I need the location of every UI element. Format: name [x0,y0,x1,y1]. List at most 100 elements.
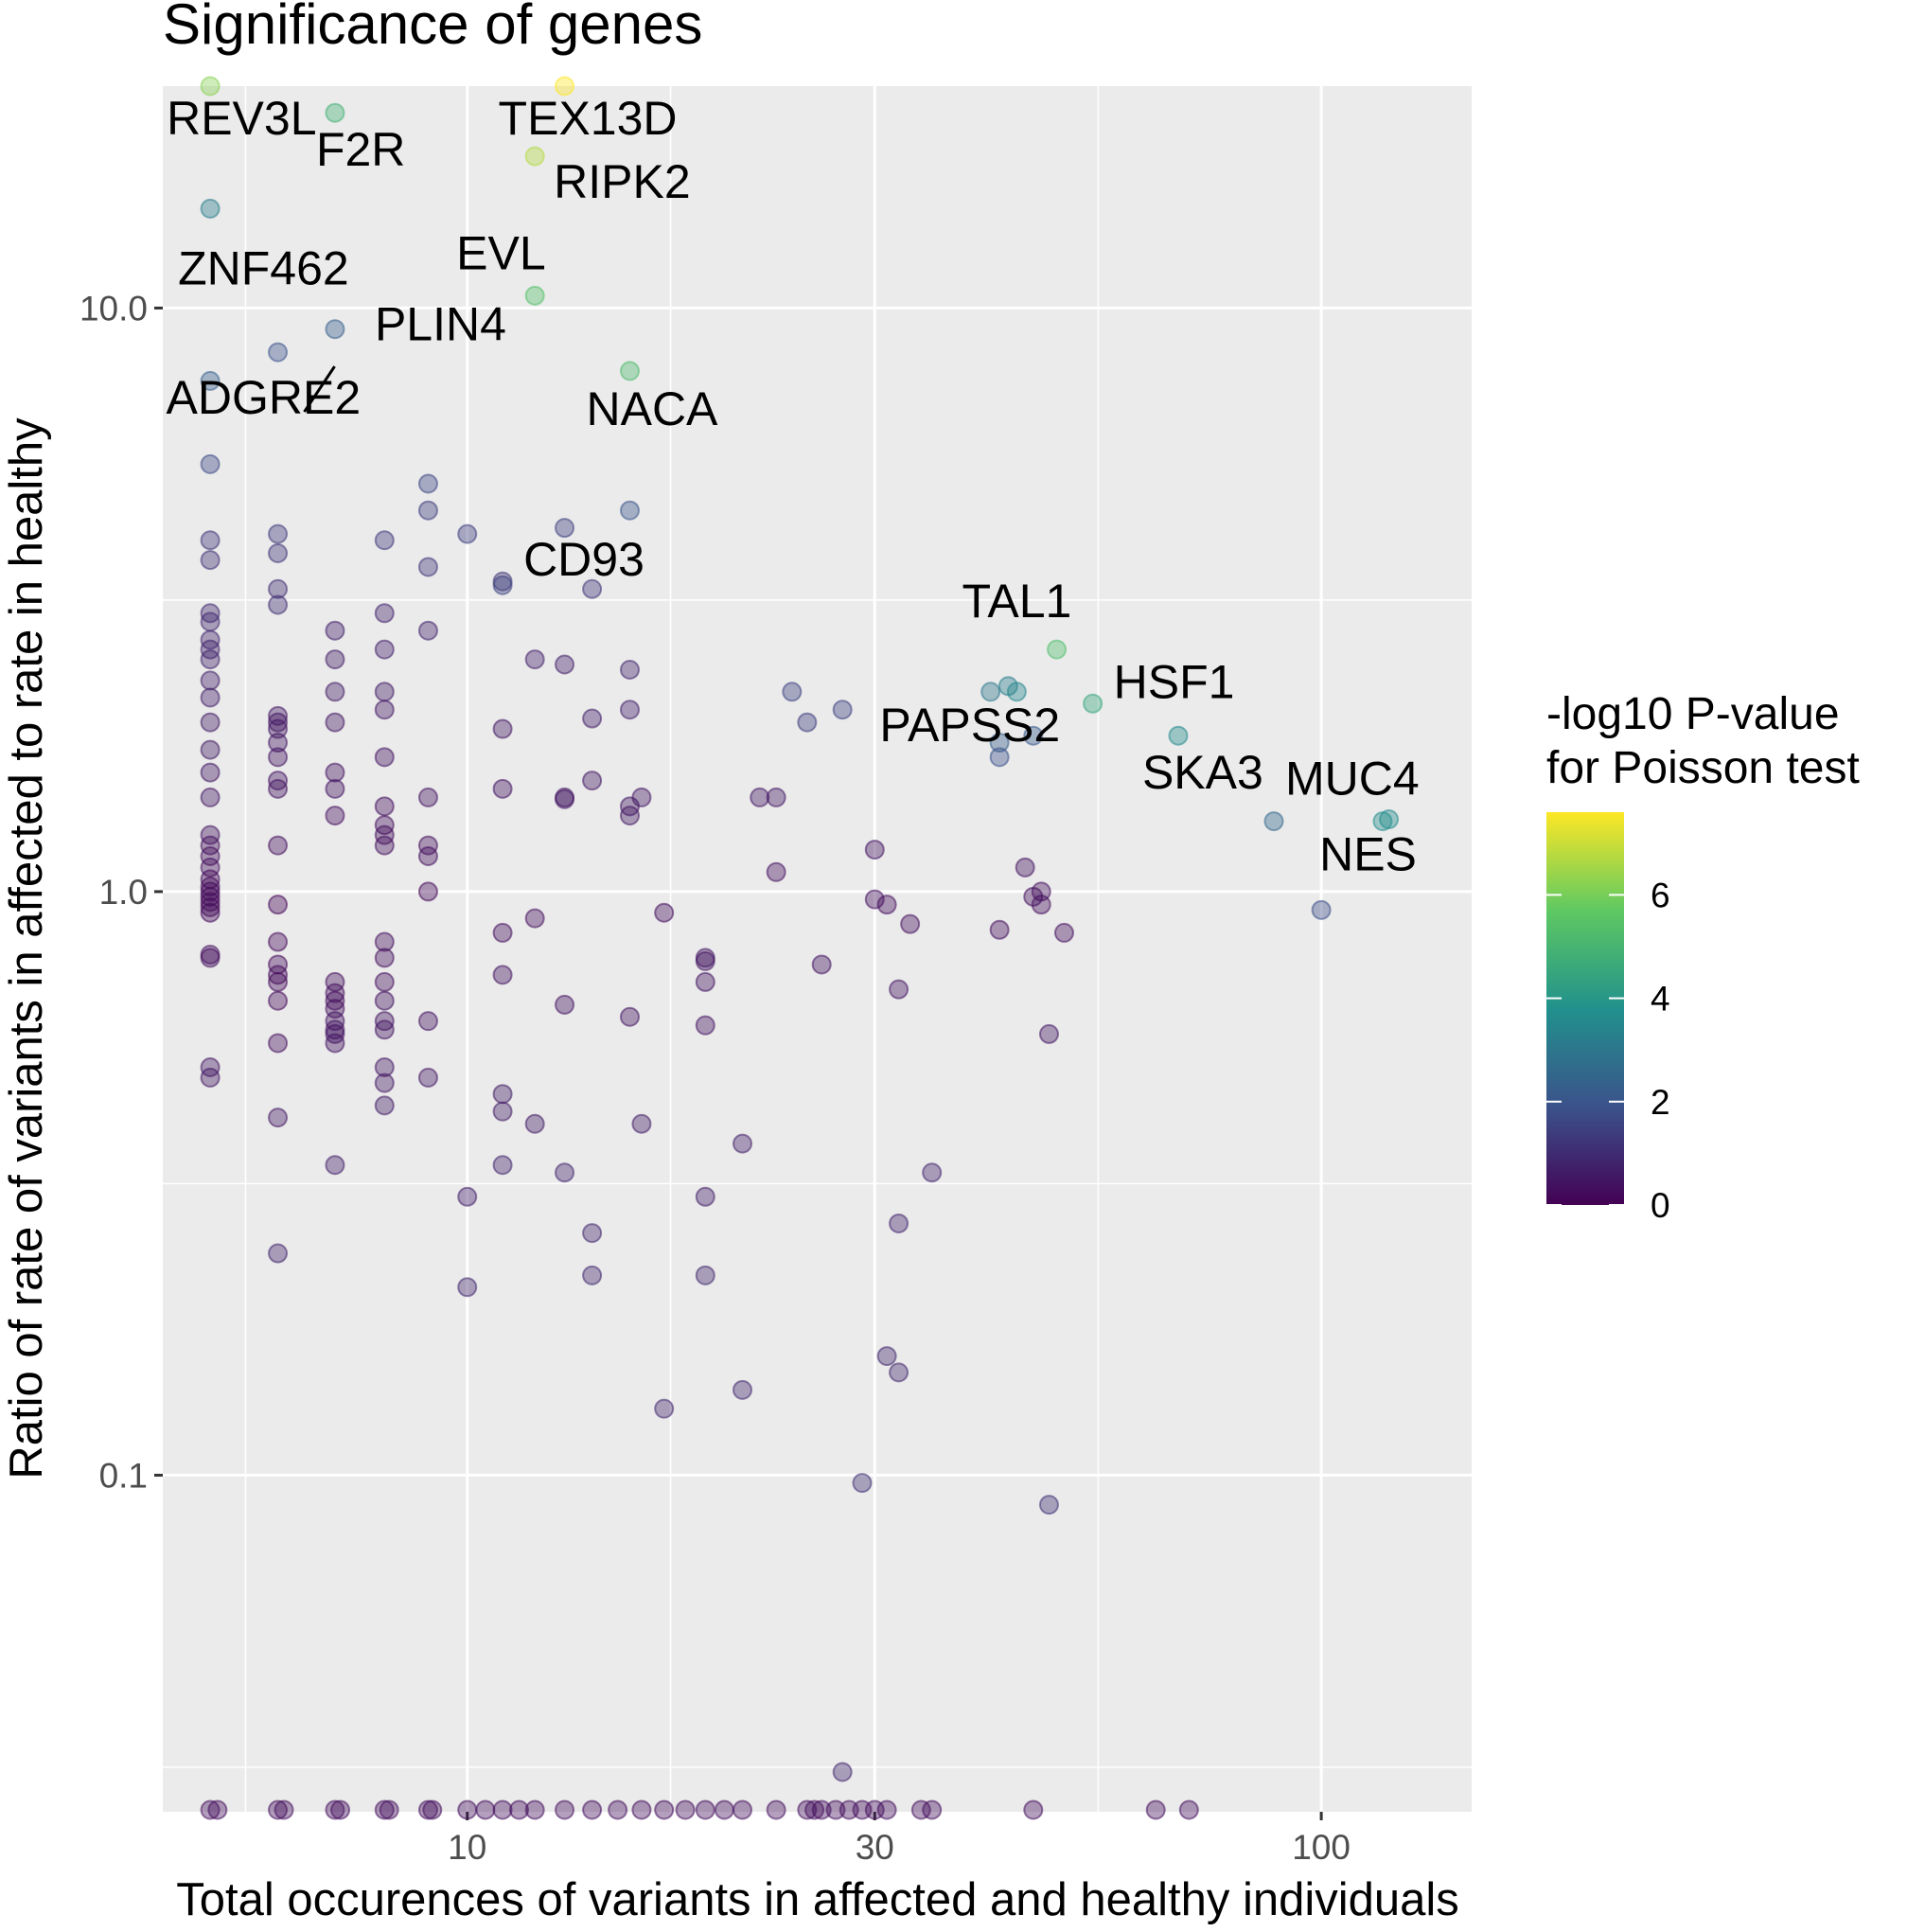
data-point [582,1799,603,1820]
data-point [200,762,221,783]
axes: 10 30 100 0.1 1.0 10.0 [79,289,1351,1867]
colorbar-tick-label: 6 [1651,876,1670,914]
data-point [379,1799,399,1820]
gene-label-ska3: SKA3 [1142,746,1263,799]
data-point [1038,1495,1059,1515]
data-point [555,654,575,675]
data-point [1023,725,1044,746]
data-point [631,787,652,807]
data-point [889,1362,909,1383]
data-point [325,806,345,826]
data-point [374,682,395,702]
data-point [922,1162,943,1183]
data-point [492,1155,513,1176]
data-point [524,908,545,929]
data-point [200,739,221,760]
data-point-f2r [325,102,345,123]
data-point [832,700,853,720]
data-point [200,1057,221,1078]
data-point [509,1799,530,1820]
data-point [492,778,513,799]
data-point [1015,857,1035,877]
data-point [268,594,289,615]
data-point [619,1006,640,1027]
y-tick-label: 0.1 [99,1456,148,1495]
data-point [811,1799,832,1820]
data-point [695,1265,715,1285]
data-point-naca [619,361,640,381]
data-point [200,787,221,807]
colorbar-tick-label: 4 [1651,980,1670,1019]
gene-label-tal1: TAL1 [962,575,1072,628]
data-point [492,718,513,739]
data-point [268,990,289,1011]
data-point [374,530,395,551]
data-point-znf462 [200,198,221,219]
gene-label-muc4: MUC4 [1285,753,1420,806]
data-point [268,1033,289,1054]
legend-title: -log10 P-value [1546,689,1840,739]
data-point [922,1799,943,1820]
data-point [695,1015,715,1036]
data-point [200,877,221,897]
data-point [200,612,221,632]
data-point [422,1799,443,1820]
data-point [876,895,897,915]
data-point [200,824,221,845]
data-points [200,76,1400,1820]
data-point-ska3 [1168,725,1189,746]
data-point [268,523,289,544]
data-point [619,806,640,826]
gene-label-plin4: PLIN4 [375,298,506,351]
y-tick-label: 1.0 [99,873,148,912]
data-point [989,747,1010,768]
plot-panel [163,86,1472,1812]
data-point [200,639,221,660]
data-point [1053,922,1074,943]
data-point-tex13d [555,76,575,97]
data-point [200,712,221,733]
data-point [268,578,289,599]
data-point [417,473,438,494]
data-point [325,778,345,799]
data-point [200,948,221,968]
data-point-cd93 [492,575,513,595]
gene-label-adgre2: ADGRE2 [167,371,362,424]
data-point [492,1101,513,1122]
data-point [374,603,395,624]
data-point [900,913,921,934]
data-point [524,1113,545,1134]
data-point [695,950,715,971]
data-point [200,902,221,923]
gene-label-znf462: ZNF462 [178,241,349,294]
data-point [268,931,289,952]
gridlines [163,86,1472,1812]
data-point [619,500,640,521]
data-point [492,1799,513,1820]
data-point [864,840,885,860]
data-point [200,1799,221,1820]
x-axis-title: Total occurences of variants in affected… [176,1874,1459,1925]
data-point [457,1799,478,1820]
data-point [325,983,345,1003]
data-point [374,1095,395,1116]
data-point [750,787,770,807]
data-point [374,639,395,660]
data-point-evl [524,285,545,306]
data-point [374,1799,395,1820]
data-point [274,1799,294,1820]
data-point [631,1799,652,1820]
data-point [910,1799,931,1820]
data-point [732,1379,752,1400]
data-point [325,712,345,733]
data-point [417,881,438,902]
data-point [325,1033,345,1054]
x-tick-label: 10 [448,1828,486,1867]
data-point [268,965,289,985]
gene-label-nes: NES [1319,827,1417,880]
data-point [200,886,221,907]
data-point [374,948,395,968]
data-point-rev3l [200,76,221,97]
data-point [582,1265,603,1285]
